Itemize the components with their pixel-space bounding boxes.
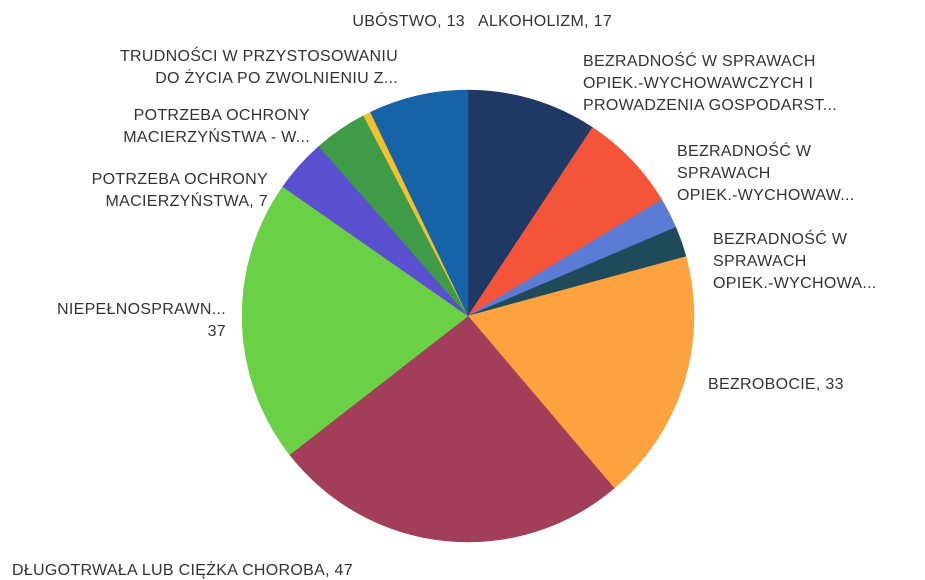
slice-label: TRUDNOŚCI W PRZYSTOSOWANIU DO ŻYCIA PO ZW…	[120, 46, 398, 87]
pie-slice	[241, 186, 469, 456]
slice-label: ALKOHOLIZM, 17	[478, 13, 612, 30]
pie-slice	[370, 89, 469, 317]
slice-label: DŁUGOTRWAŁA LUB CIĘŻKA CHOROBA, 47	[12, 560, 353, 579]
slice-label: UBÓSTWO, 13	[352, 11, 465, 30]
slice-label: BEZRADNOŚĆ W SPRAWACH OPIEK.-WYCHOWAWCZYC…	[583, 51, 837, 114]
pie-slice	[467, 89, 593, 317]
pie-slice	[289, 315, 615, 543]
slice-label: BEZROBOCIE, 33	[708, 376, 844, 393]
slice-label: BEZRADNOŚĆ W SPRAWACH OPIEK.-WYCHOWAW...	[677, 141, 855, 204]
pie-slice	[467, 256, 695, 489]
slice-label: POTRZEBA OCHRONY MACIERZYŃSTWA - W...	[123, 107, 310, 146]
slice-label: POTRZEBA OCHRONY MACIERZYŃSTWA, 7	[92, 171, 268, 210]
slice-label: BEZRADNOŚĆ W SPRAWACH OPIEK.-WYCHOWA...	[713, 229, 877, 292]
pie-slice	[467, 127, 663, 317]
slice-label: NIEPEŁNOSPRAWN... 37	[57, 301, 226, 340]
